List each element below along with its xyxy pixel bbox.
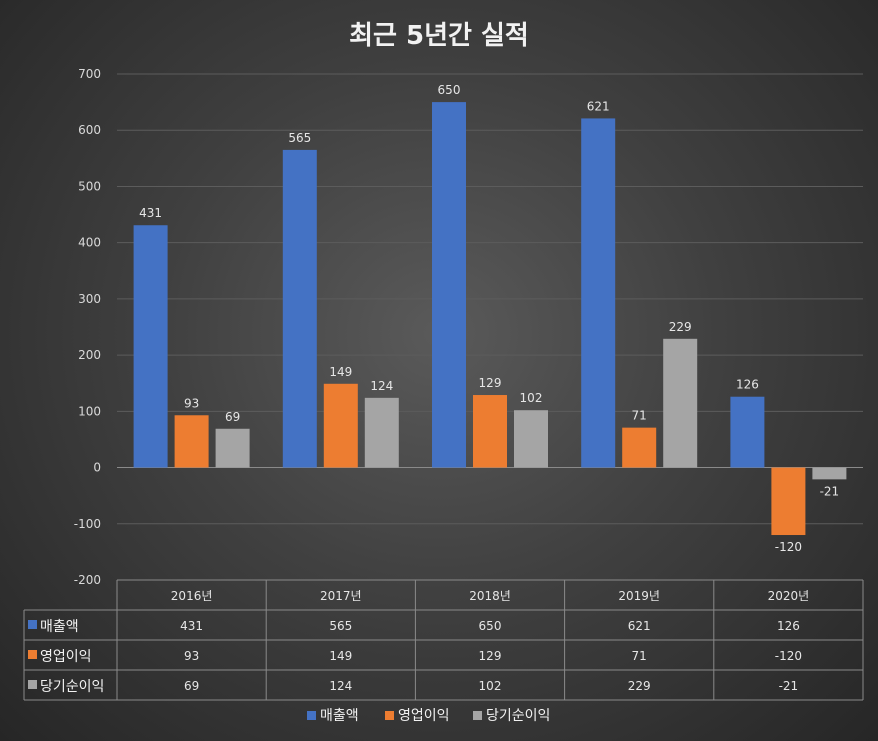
legend-swatch: [385, 711, 394, 720]
data-label: 431: [139, 206, 162, 220]
y-tick-label: -200: [74, 573, 101, 587]
legend-swatch: [307, 711, 316, 720]
table-cell: -21: [779, 679, 799, 693]
bar: [812, 467, 847, 480]
bars: [133, 102, 847, 536]
y-tick-label: 400: [78, 236, 101, 250]
table-header-cell: 2017년: [320, 589, 362, 603]
table-cell: 621: [628, 619, 651, 633]
table-cell: 93: [184, 649, 199, 663]
data-label: 69: [225, 410, 240, 424]
table-header-cell: 2020년: [768, 589, 810, 603]
y-tick-label: 0: [93, 461, 101, 475]
y-tick-label: 300: [78, 292, 101, 306]
bar: [215, 428, 250, 468]
table-header-cell: 2019년: [618, 589, 660, 603]
data-label: 102: [520, 391, 543, 405]
legend-label: 영업이익: [398, 708, 450, 724]
table-cell: 149: [329, 649, 352, 663]
bar: [473, 395, 507, 468]
data-label: -21: [820, 484, 840, 498]
data-label: 71: [632, 409, 647, 423]
bar: [581, 118, 616, 468]
data-label: 565: [288, 131, 311, 145]
table-cell: 650: [479, 619, 502, 633]
y-axis: -200 -100 0 100 200 300 400 500 600 700: [74, 67, 101, 587]
legend: 매출액 영업이익 당기순이익: [307, 708, 550, 724]
bar: [622, 427, 657, 468]
data-label: -120: [775, 540, 802, 554]
y-tick-label: 100: [78, 404, 101, 418]
bar: [133, 225, 168, 468]
table-row-swatch: [28, 620, 37, 629]
bar: [174, 415, 209, 468]
bar: [771, 467, 806, 536]
table-cell: 129: [479, 649, 502, 663]
legend-label: 당기순이익: [486, 708, 550, 724]
table-cell: 102: [479, 679, 502, 693]
data-labels: 431 93 69 565 149 124 650 129 102 621 71 229 126 -120…: [139, 83, 839, 554]
data-label: 93: [184, 396, 199, 410]
bar: [432, 102, 466, 468]
y-tick-label: 200: [78, 348, 101, 362]
table-row-label: 당기순이익: [40, 679, 104, 695]
table-row-swatch: [28, 680, 37, 689]
bar: [730, 396, 765, 468]
table-cell: 431: [180, 619, 203, 633]
data-label: 129: [479, 376, 502, 390]
table-cell: 229: [628, 679, 651, 693]
y-tick-label: 600: [78, 123, 101, 137]
table-header-cell: 2016년: [171, 589, 213, 603]
bar: [323, 383, 358, 468]
legend-swatch: [473, 711, 482, 720]
table-cell: 69: [184, 679, 199, 693]
data-label: 650: [438, 83, 461, 97]
y-tick-label: 500: [78, 179, 101, 193]
table-row-swatch: [28, 650, 37, 659]
table-cell: 124: [329, 679, 352, 693]
y-tick-label: 700: [78, 67, 101, 81]
table-cell: 565: [329, 619, 352, 633]
data-label: 149: [329, 365, 352, 379]
bar: [663, 338, 698, 468]
bar: [282, 149, 317, 468]
bar: [364, 397, 399, 468]
data-label: 124: [370, 379, 393, 393]
data-label: 621: [587, 99, 610, 113]
y-tick-label: -100: [74, 517, 101, 531]
table-header-cell: 2018년: [469, 589, 511, 603]
legend-label: 매출액: [320, 708, 359, 724]
data-label: 229: [669, 320, 692, 334]
table-row-label: 영업이익: [40, 649, 92, 665]
chart-title: 최근 5년간 실적: [349, 21, 529, 51]
table-cell: 126: [777, 619, 800, 633]
table-row-label: 매출액: [40, 619, 79, 635]
table-cell: -120: [775, 649, 802, 663]
table-cell: 71: [632, 649, 647, 663]
data-label: 126: [736, 378, 759, 392]
bar: [514, 410, 548, 468]
